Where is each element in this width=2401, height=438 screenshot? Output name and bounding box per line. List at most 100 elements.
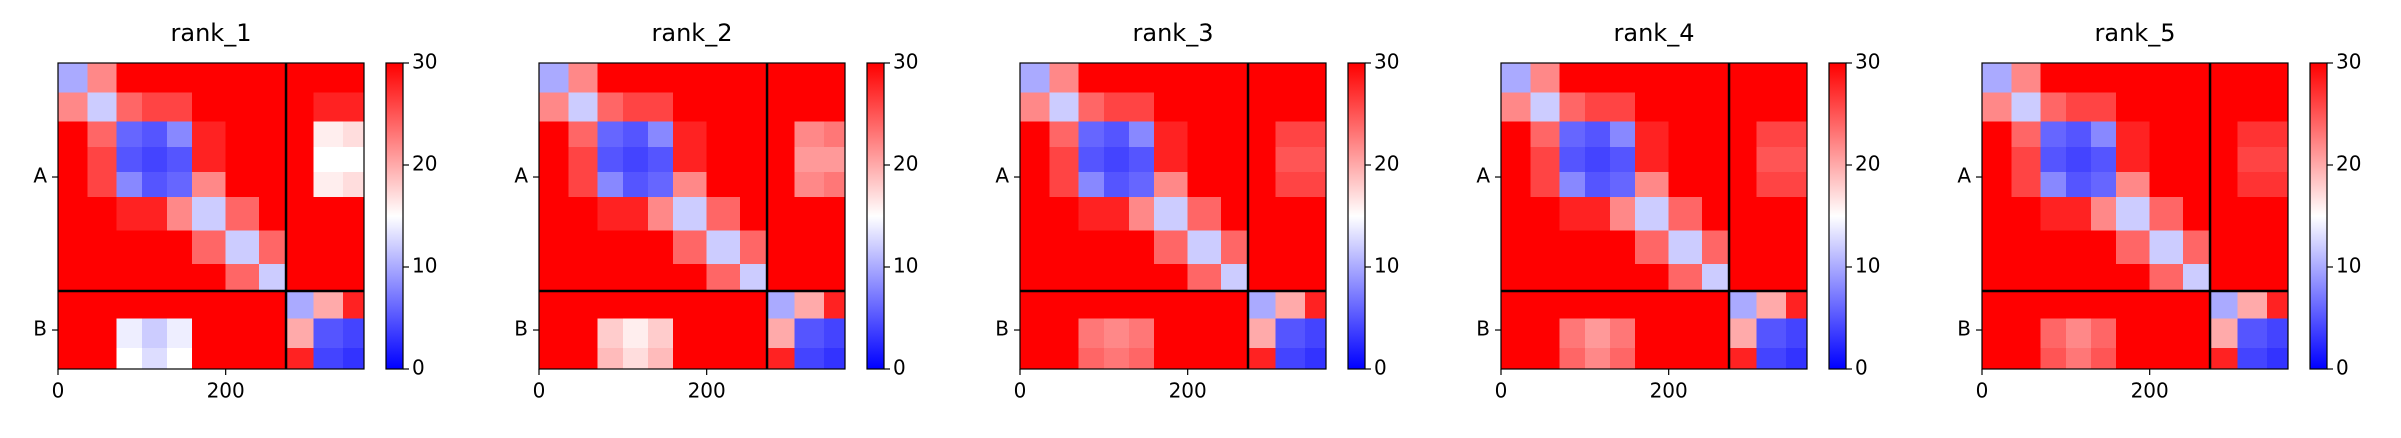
heatmap-cell [2040, 197, 2067, 232]
colorbar-tick-label: 30 [1855, 50, 1880, 74]
heatmap-cell [1982, 291, 2012, 320]
panel-title: rank_5 [2095, 19, 2176, 47]
heatmap-cell [1049, 348, 1080, 370]
y-tick-label: B [33, 317, 47, 341]
heatmap-cell [2065, 171, 2092, 198]
heatmap-cell [2237, 318, 2268, 349]
heatmap-cell [1530, 318, 1561, 349]
heatmap-cell [1221, 348, 1249, 370]
heatmap-cell [1275, 92, 1306, 123]
heatmap-cell [1668, 291, 1703, 320]
heatmap-cell [116, 92, 143, 123]
heatmap-cell [1530, 121, 1561, 148]
heatmap-cell [259, 197, 287, 232]
colorbar-tick-label: 20 [2336, 152, 2361, 176]
heatmap-cell [313, 146, 344, 173]
heatmap-cell [622, 264, 649, 292]
y-tick-label: A [33, 164, 47, 188]
heatmap-cell [1786, 92, 1808, 123]
heatmap-cell [1635, 121, 1670, 148]
heatmap-cell [2267, 121, 2289, 148]
heatmap-cell [597, 92, 624, 123]
heatmap-cell [1305, 92, 1327, 123]
heatmap-cell [1128, 230, 1155, 265]
heatmap-cell [2210, 63, 2239, 93]
heatmap-cell [1668, 171, 1703, 198]
heatmap-cell [1049, 146, 1080, 173]
colorbar-tick-label: 0 [2336, 356, 2349, 380]
heatmap-cell [166, 264, 193, 292]
heatmap-cell [1078, 171, 1105, 198]
heatmap-cell [2011, 264, 2042, 292]
heatmap-cell [597, 291, 624, 320]
heatmap-cell [286, 121, 315, 148]
heatmap-cell [1248, 92, 1277, 123]
heatmap-cell [58, 264, 88, 292]
heatmap-cell [1305, 171, 1327, 198]
heatmap-cell [1103, 63, 1130, 93]
heatmap-cell [767, 291, 796, 320]
heatmap-cell [1275, 230, 1306, 265]
heatmap-cell [1501, 348, 1531, 370]
heatmap-cell [2090, 146, 2117, 173]
heatmap-cell [1128, 348, 1155, 370]
heatmap-cell [740, 171, 768, 198]
y-tick-label: A [1957, 164, 1971, 188]
heatmap-cell [824, 197, 846, 232]
heatmap-cell [1668, 348, 1703, 370]
heatmap-cell [2149, 264, 2184, 292]
panel: rank_2 0 200 A B 0 10 20 30 [514, 19, 918, 403]
heatmap-cell [225, 348, 260, 370]
heatmap-cell [2237, 63, 2268, 93]
heatmap-cell [794, 146, 825, 173]
heatmap-cell [2267, 318, 2289, 349]
heatmap-cell [1248, 171, 1277, 198]
axes-frame [1500, 62, 1808, 370]
heatmap-cell [343, 63, 365, 93]
heatmap-cell [313, 63, 344, 93]
heatmap-cell [1635, 230, 1670, 265]
heatmap-cell [622, 63, 649, 93]
heatmap-cell [2090, 348, 2117, 370]
heatmap-cell [2040, 348, 2067, 370]
colorbar-tick-label: 10 [1374, 254, 1399, 278]
heatmap-cell [1020, 121, 1050, 148]
heatmap-cell [1729, 318, 1758, 349]
heatmap-cell [1305, 146, 1327, 173]
axes-frame [1981, 62, 2289, 370]
heatmap-cell [1128, 291, 1155, 320]
heatmap-cell [2040, 171, 2067, 198]
x-tick-label: 200 [688, 379, 726, 403]
x-tick-label: 0 [1976, 379, 1989, 403]
heatmap-cell [622, 171, 649, 198]
heatmap-cell [2237, 291, 2268, 320]
heatmap-cell [2090, 121, 2117, 148]
heatmap-cell [2183, 348, 2211, 370]
heatmap-cell [1756, 63, 1787, 93]
heatmap-cell [141, 63, 168, 93]
heatmap-cell [1756, 171, 1787, 198]
heatmap-cell [1020, 171, 1050, 198]
colorbar-tick-label: 10 [893, 254, 918, 278]
heatmap-cell [1668, 63, 1703, 93]
heatmap-cell [1729, 291, 1758, 320]
heatmap-cell [58, 197, 88, 232]
heatmap-cell [259, 92, 287, 123]
heatmap-cell [313, 291, 344, 320]
heatmap-cell [740, 318, 768, 349]
heatmap-cell [1786, 348, 1808, 370]
heatmap-cell [1103, 197, 1130, 232]
heatmap-cell [2183, 291, 2211, 320]
heatmap-cell [1248, 348, 1277, 370]
heatmap-cell [1187, 348, 1222, 370]
heatmap-cell [706, 121, 741, 148]
heatmap-cell [647, 146, 674, 173]
heatmap-cell [1668, 230, 1703, 265]
colorbar-tick-label: 20 [893, 152, 918, 176]
heatmap-cell [1609, 146, 1636, 173]
heatmap-cell [673, 230, 708, 265]
heatmap-cell [1584, 146, 1611, 173]
heatmap-cell [568, 121, 599, 148]
heatmap-cell [647, 291, 674, 320]
heatmap-cell [2116, 264, 2151, 292]
